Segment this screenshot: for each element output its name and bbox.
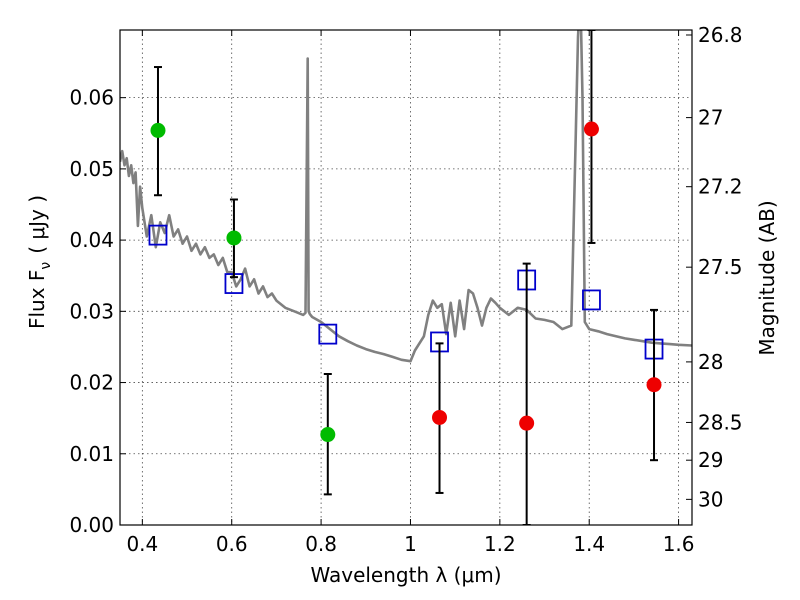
observed-flux-point bbox=[583, 121, 599, 137]
observed-flux-point bbox=[226, 230, 242, 246]
y-axis-title: Flux Fν ( μJy ) bbox=[25, 195, 54, 329]
y-axis-title-unit: ( μJy ) bbox=[25, 195, 49, 254]
y-tick-label: 0.04 bbox=[69, 228, 114, 252]
y-tick-label: 0.02 bbox=[69, 371, 114, 395]
x-tick-label: 1.2 bbox=[484, 532, 516, 556]
x-tick-label: 0.6 bbox=[216, 532, 248, 556]
x-axis-title: Wavelength λ (μm) bbox=[310, 563, 501, 587]
model-flux-square bbox=[318, 323, 338, 345]
y-axis-title-sub: ν bbox=[38, 262, 54, 270]
y2-tick-label: 28.5 bbox=[698, 410, 743, 434]
y-tick-label: 0.03 bbox=[69, 299, 114, 323]
y-tick-label: 0.00 bbox=[69, 513, 114, 537]
y2-tick-label: 27.5 bbox=[698, 255, 743, 279]
x-tick-label: 0.8 bbox=[305, 532, 337, 556]
y2-axis-title: Magnitude (AB) bbox=[755, 200, 779, 355]
model-flux-square bbox=[148, 224, 168, 246]
y2-tick-label: 28 bbox=[698, 350, 723, 374]
plot-frame bbox=[119, 29, 693, 526]
x-tick-label: 1.4 bbox=[573, 532, 605, 556]
y2-tick-label: 30 bbox=[698, 487, 723, 511]
grid-layer bbox=[120, 30, 692, 525]
observed-flux-point bbox=[519, 415, 535, 431]
y2-tick-label: 29 bbox=[698, 448, 723, 472]
observed-flux-point bbox=[320, 427, 336, 443]
model-flux-square bbox=[582, 289, 601, 311]
observed-flux-point bbox=[646, 377, 662, 393]
y2-tick-label: 27.2 bbox=[698, 175, 743, 199]
series-line-0 bbox=[120, 30, 692, 363]
model-spectrum-line bbox=[120, 30, 692, 363]
x-tick-label: 1 bbox=[404, 532, 417, 556]
observed-flux-point bbox=[432, 409, 448, 425]
x-tick-label: 0.4 bbox=[126, 532, 158, 556]
y-axis-title-main: Flux F bbox=[25, 270, 49, 329]
series-observed-3 bbox=[432, 30, 662, 525]
plot-area bbox=[120, 30, 692, 525]
axes-layer: 0.4 0.6 0.8 1 1.2 1.4 1.6 0.00 0.01 0.02 0.03 0.04 0… bbox=[69, 23, 742, 556]
y2-tick-label: 27 bbox=[698, 106, 723, 130]
x-tick-label: 1.6 bbox=[663, 532, 695, 556]
y-tick-label: 0.05 bbox=[69, 157, 114, 181]
series-observed-2 bbox=[150, 66, 336, 496]
y-tick-label: 0.06 bbox=[69, 86, 114, 110]
y-tick-label: 0.01 bbox=[69, 442, 114, 466]
observed-flux-point bbox=[150, 122, 166, 138]
y2-tick-label: 26.8 bbox=[698, 23, 743, 47]
